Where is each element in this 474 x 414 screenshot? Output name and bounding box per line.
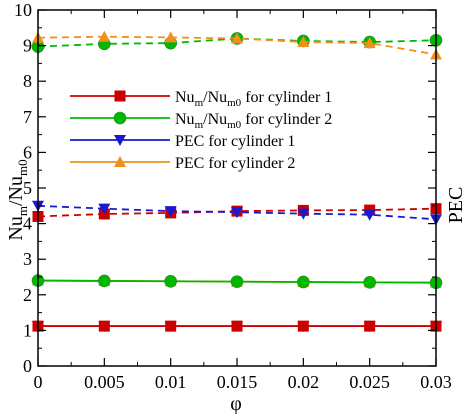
dashed-point-3 — [231, 32, 243, 44]
dashed-point-3 — [297, 36, 310, 48]
dashed-point-3 — [164, 31, 177, 43]
dashed-point-3 — [363, 37, 376, 49]
y-axis-title: Num/Num0 — [5, 159, 30, 240]
legend-marker — [114, 135, 126, 146]
x-axis-title: φ — [230, 393, 242, 414]
x-tick-label: 0.02 — [288, 372, 320, 392]
data-point-0 — [98, 320, 110, 332]
data-point-1 — [230, 275, 244, 288]
y2-axis-title: PEC — [445, 187, 467, 224]
dashed-point-2 — [363, 209, 376, 221]
dashed-point-2 — [297, 208, 310, 220]
x-tick-label: 0.03 — [420, 372, 452, 392]
plot-frame — [37, 9, 437, 367]
data-point-1 — [297, 275, 310, 289]
y-tick-label: 6 — [23, 142, 32, 162]
data-point-0 — [364, 320, 376, 332]
dashed-point-2 — [164, 206, 177, 218]
x-tick-label: 0.015 — [217, 372, 258, 392]
y-tick-label: 8 — [23, 71, 32, 91]
legend-label: Num/Num0 for cylinder 1 — [175, 89, 332, 109]
x-tick-label: 0.025 — [349, 372, 390, 392]
legend-label: PEC for cylinder 2 — [175, 155, 295, 172]
dashed-point-2 — [231, 207, 243, 219]
data-point-1 — [164, 274, 177, 288]
legend-marker — [113, 111, 127, 125]
dashed-point-3 — [98, 30, 111, 42]
legend-marker — [114, 90, 126, 102]
y-tick-label: 1 — [23, 320, 32, 340]
data-point-0 — [165, 320, 177, 332]
data-point-0 — [297, 320, 309, 332]
y-tick-label: 10 — [14, 0, 32, 20]
x-tick-label: 0.01 — [155, 372, 187, 392]
data-point-1 — [363, 276, 376, 289]
x-tick-label: 0.005 — [84, 372, 125, 392]
x-tick-label: 0 — [34, 372, 43, 392]
y-tick-label: 7 — [23, 107, 32, 127]
axes: 0 1 2 3 4 5 6 7 8 9 10 0 0.005 0.01 0.015 0.02 0.025 0.03 — [14, 0, 452, 392]
legend-label: PEC for cylinder 1 — [175, 133, 295, 150]
y-tick-label: 2 — [23, 285, 32, 305]
data-point-1 — [98, 274, 111, 288]
y-tick-label: 4 — [23, 214, 32, 234]
y-tick-label: 9 — [23, 36, 32, 56]
plot-area — [31, 30, 443, 333]
data-point-0 — [231, 320, 243, 332]
legend-marker — [114, 156, 126, 167]
y-tick-label: 3 — [23, 249, 32, 269]
y-tick-label: 0 — [23, 356, 32, 376]
legend-label: Num/Num0 for cylinder 2 — [175, 111, 332, 131]
y-tick-label: 5 — [23, 178, 32, 198]
dashed-point-2 — [98, 203, 111, 215]
